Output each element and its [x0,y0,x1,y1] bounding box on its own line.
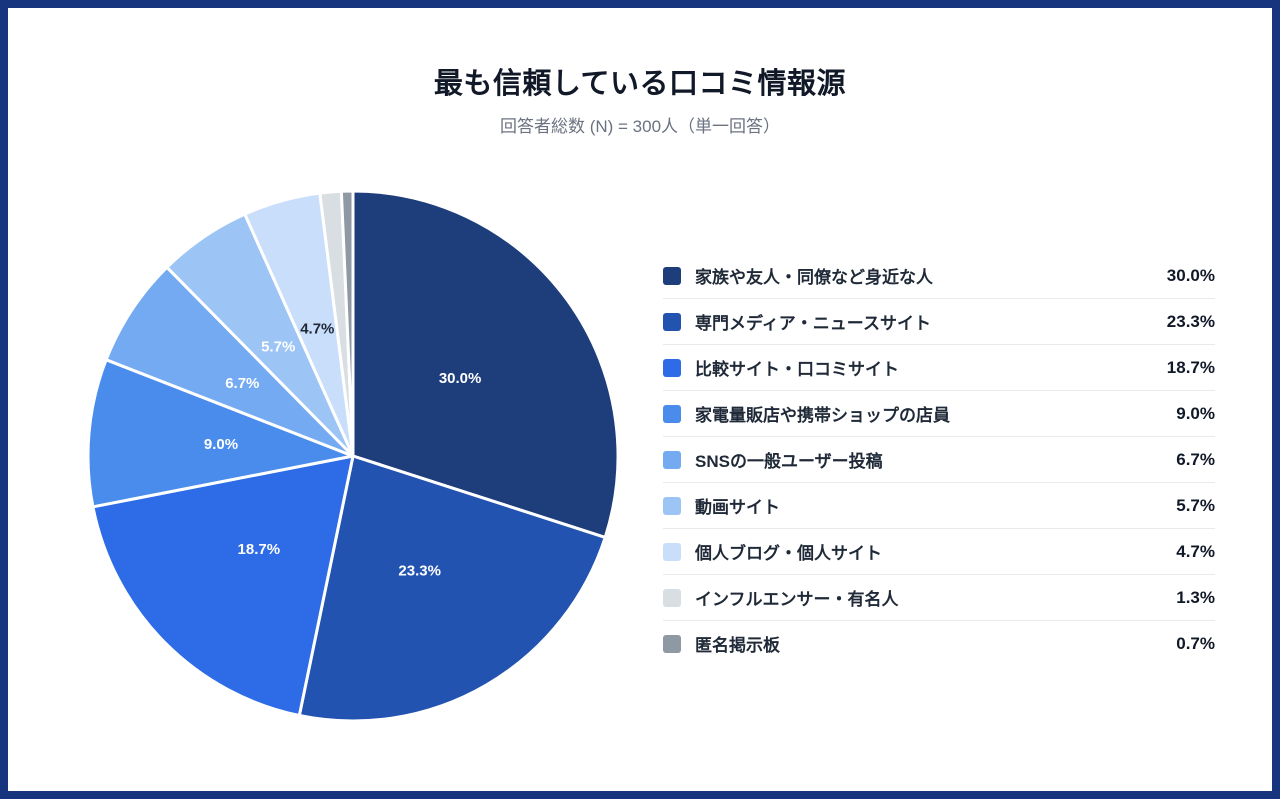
legend-swatch-icon [663,404,681,423]
legend-label: SNSの一般ユーザー投稿 [695,452,883,471]
legend-value: 18.7% [1166,357,1215,377]
legend-row: 比較サイト・口コミサイト 18.7% [663,345,1215,391]
legend-swatch-icon [663,588,681,607]
pie-slice-label: 5.7% [261,339,295,356]
legend-label: インフルエンサー・有名人 [695,590,899,609]
pie-slice [297,454,607,723]
legend-label: 個人ブログ・個人サイト [695,544,882,563]
legend-label: 匿名掲示板 [695,636,780,655]
legend-row: インフルエンサー・有名人 1.3% [663,575,1215,621]
legend-value: 23.3% [1166,311,1215,331]
pie-slice [104,265,355,458]
legend-value: 30.0% [1166,265,1215,285]
legend-row: 動画サイト 5.7% [663,483,1215,529]
legend-label: 家電量販店や携帯ショップの店員 [695,406,950,425]
legend-row: 家電量販店や携帯ショップの店員 9.0% [663,391,1215,437]
pie-slice-label: 30.0% [439,370,482,387]
chart-title: 最も信頼している口コミ情報源 [433,68,847,100]
legend: 家族や友人・同僚など身近な人 30.0% 専門メディア・ニュースサイト 23.3% 比較… [663,253,1215,666]
legend-swatch-icon [663,312,681,331]
legend-label: 比較サイト・口コミサイト [695,360,899,379]
pie-chart: 30.0% 23.3% 18.7% 9.0% 6.7% 5.7% 4.7% [86,189,620,723]
legend-label: 動画サイト [695,498,780,517]
pie-slice [339,189,355,458]
legend-value: 0.7% [1176,633,1215,653]
chart-subtitle: 回答者総数 (N) = 300人（単一回答） [499,117,781,136]
legend-row: SNSの一般ユーザー投稿 6.7% [663,437,1215,483]
pie-slice-label: 23.3% [398,563,441,580]
legend-label: 家族や友人・同僚など身近な人 [695,268,933,287]
legend-value: 9.0% [1176,403,1215,423]
legend-row: 匿名掲示板 0.7% [663,621,1215,666]
pie-slice [91,454,355,718]
legend-row: 専門メディア・ニュースサイト 23.3% [663,299,1215,345]
pie-slice-label: 4.7% [300,320,334,337]
pie-slice [351,189,620,539]
legend-swatch-icon [663,450,681,469]
legend-value: 4.7% [1176,541,1215,561]
legend-value: 1.3% [1176,587,1215,607]
pie-slice-label: 18.7% [238,541,281,558]
legend-swatch-icon [663,496,681,515]
legend-row: 個人ブログ・個人サイト 4.7% [663,529,1215,575]
legend-swatch-icon [663,542,681,561]
legend-value: 5.7% [1176,495,1215,515]
legend-row: 家族や友人・同僚など身近な人 30.0% [663,253,1215,299]
pie-slice [86,358,355,509]
legend-value: 6.7% [1176,449,1215,469]
legend-swatch-icon [663,634,681,653]
pie-slice-label: 9.0% [204,436,238,453]
legend-label: 専門メディア・ニュースサイト [695,314,931,333]
legend-swatch-icon [663,266,681,285]
pie-slice-label: 6.7% [225,375,259,392]
legend-swatch-icon [663,358,681,377]
